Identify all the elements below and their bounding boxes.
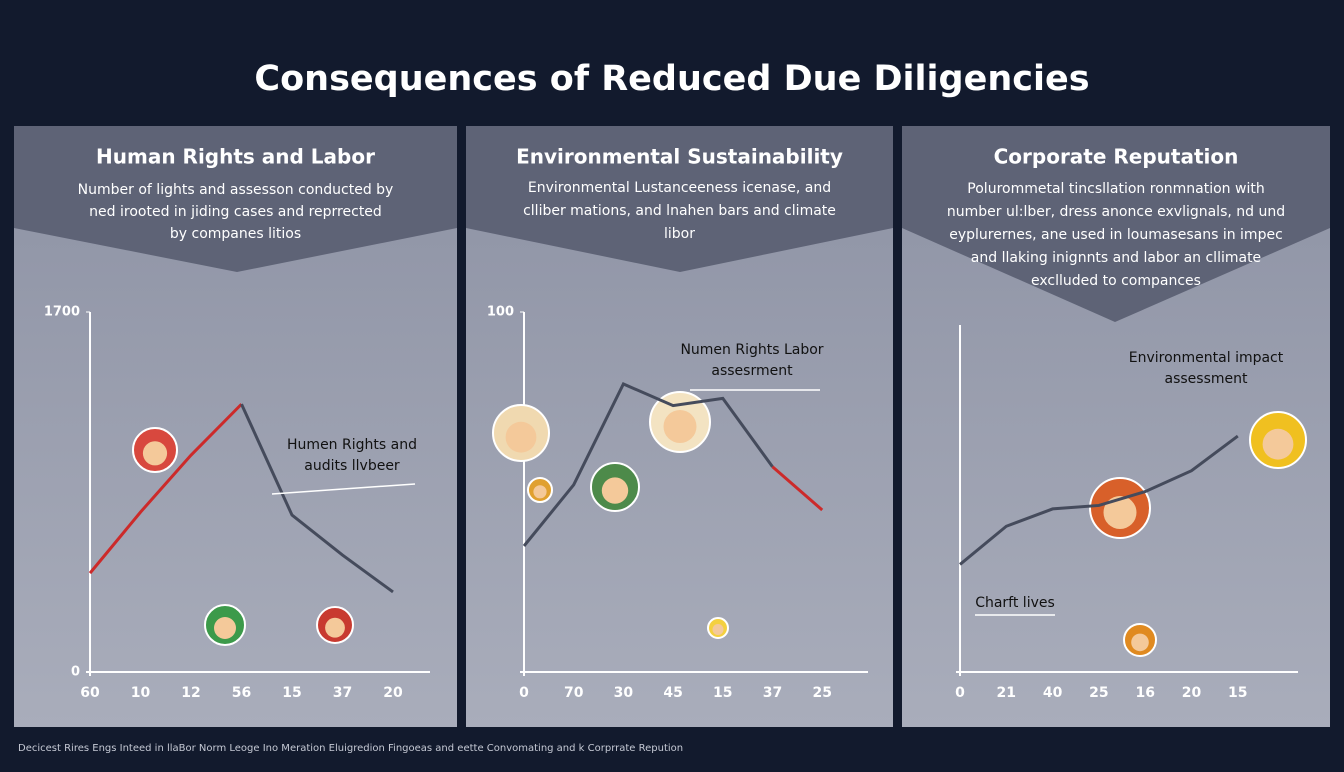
x-tick-label: 25 [812, 685, 831, 701]
annotation: Charft lives [975, 595, 1055, 611]
panel-subtitle: number ul:lber, dress anonce exvlignals,… [947, 204, 1285, 220]
x-tick-label: 30 [614, 685, 634, 701]
y-tick-label: 100 [487, 305, 514, 320]
data-line [959, 434, 1239, 566]
x-tick-label: 12 [181, 685, 200, 701]
character-face [142, 441, 168, 466]
panel-subtitle: and llaking inignnts and labor an cllima… [971, 250, 1261, 266]
character-face [712, 624, 724, 635]
data-line [88, 403, 243, 575]
x-tick-label: 15 [713, 685, 732, 701]
x-tick-label: 40 [1043, 685, 1063, 701]
panel-title: Environmental Sustainability [516, 145, 843, 169]
x-tick-label: 15 [1228, 685, 1247, 701]
x-tick-label: 0 [519, 685, 529, 701]
y-tick-label: 1700 [44, 305, 80, 320]
panel-subtitle: Polurommetal tincsllation ronmnation wit… [967, 181, 1264, 197]
x-tick-label: 20 [1182, 685, 1202, 701]
x-tick-label: 21 [997, 685, 1016, 701]
x-tick-label: 37 [333, 685, 352, 701]
x-tick-label: 10 [131, 685, 151, 701]
character-face [505, 421, 537, 453]
x-tick-label: 0 [955, 685, 965, 701]
panel-subtitle: ned irooted in jiding cases and reprrect… [89, 204, 382, 220]
annotation: Environmental impact [1129, 350, 1284, 366]
x-tick-label: 70 [564, 685, 584, 701]
data-line [240, 403, 394, 594]
character-face [214, 617, 236, 639]
panel-subtitle: Number of lights and assesson conducted … [78, 182, 394, 198]
annotation: audits llvbeer [304, 458, 400, 474]
panel-header [466, 126, 893, 272]
footer-note: Decicest Rires Engs Inteed in llaBor Nor… [18, 743, 683, 754]
data-line [522, 382, 774, 547]
panel-title: Corporate Reputation [994, 145, 1239, 169]
x-tick-label: 25 [1089, 685, 1108, 701]
panel-title: Human Rights and Labor [96, 145, 375, 169]
x-tick-label: 37 [763, 685, 782, 701]
character-face [1103, 496, 1137, 529]
x-tick-label: 15 [282, 685, 301, 701]
x-tick-label: 20 [383, 685, 403, 701]
annotation: Humen Rights and [287, 437, 417, 453]
annotation: assessment [1165, 371, 1248, 387]
character-face [601, 477, 629, 504]
panel-header [902, 126, 1330, 322]
annotation: assesrment [711, 363, 793, 379]
character-face [1262, 428, 1294, 460]
main-title: Consequences of Reduced Due Diligencies [254, 59, 1089, 99]
x-tick-label: 45 [663, 685, 682, 701]
character-face [533, 485, 547, 499]
x-tick-label: 60 [80, 685, 100, 701]
character-face [663, 410, 697, 443]
x-tick-label: 16 [1135, 685, 1154, 701]
x-tick-label: 56 [232, 685, 251, 701]
annotation-leader [271, 483, 416, 495]
panel-subtitle: clliber mations, and lnahen bars and cli… [523, 203, 836, 219]
character-face [325, 617, 345, 638]
panel-subtitle: libor [664, 226, 695, 242]
panel-header [14, 126, 457, 272]
panel-subtitle: Environmental Lustanceeness icenase, and [528, 180, 831, 196]
panel-subtitle: by companes litios [170, 226, 301, 242]
panel-subtitle: eyplurernes, ane used in loumasesans in … [949, 227, 1283, 243]
panel-subtitle: exclluded to compances [1031, 273, 1201, 289]
character-face [1131, 633, 1149, 652]
data-line [771, 465, 824, 512]
y-tick-label: 0 [71, 665, 80, 680]
annotation: Numen Rights Labor [680, 342, 823, 358]
